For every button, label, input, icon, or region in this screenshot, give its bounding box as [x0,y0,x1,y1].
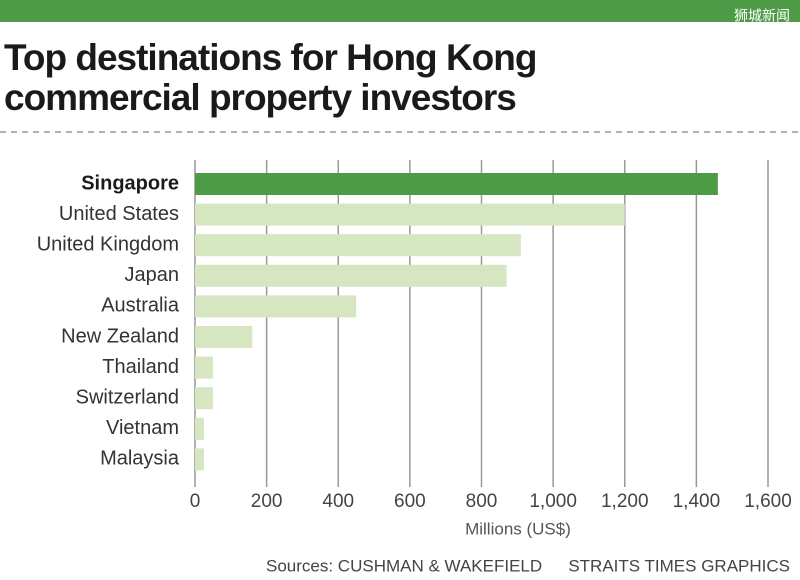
x-tick-label: 600 [394,491,426,512]
x-tick-label: 1,200 [601,491,649,512]
x-tick-label: 1,600 [744,491,792,512]
chart-title: Top destinations for Hong Kong [4,37,536,78]
bar [195,417,204,440]
x-tick-label: 400 [322,491,354,512]
top-band [0,0,800,22]
category-label: Switzerland [76,386,179,408]
x-tick-label: 1,000 [529,491,577,512]
source: Sources: CUSHMAN & WAKEFIELD [266,556,542,575]
category-label: Australia [101,295,180,317]
bar [195,448,204,471]
category-label: Malaysia [100,448,180,470]
bar [195,234,521,257]
x-tick-label: 0 [190,491,201,512]
category-label: New Zealand [61,325,179,347]
x-tick-label: 1,400 [673,491,721,512]
bar [195,295,357,318]
x-tick-label: 200 [251,491,283,512]
bar [195,387,213,410]
category-label: United States [59,203,179,225]
category-label: Singapore [81,172,179,194]
bar [195,326,253,348]
watermark: 狮城新闻 [734,8,790,24]
category-label: Japan [125,264,180,286]
x-tick-label: 800 [466,491,498,512]
category-label: Thailand [102,356,179,378]
chart-title: commercial property investors [4,77,516,118]
bar [195,203,625,226]
category-label: United Kingdom [37,233,179,255]
credit: STRAITS TIMES GRAPHICS [568,556,790,575]
bar [195,173,718,195]
category-label: Vietnam [106,417,179,439]
x-axis-label: Millions (US$) [465,519,571,538]
bar [195,356,213,379]
bar [195,264,507,287]
